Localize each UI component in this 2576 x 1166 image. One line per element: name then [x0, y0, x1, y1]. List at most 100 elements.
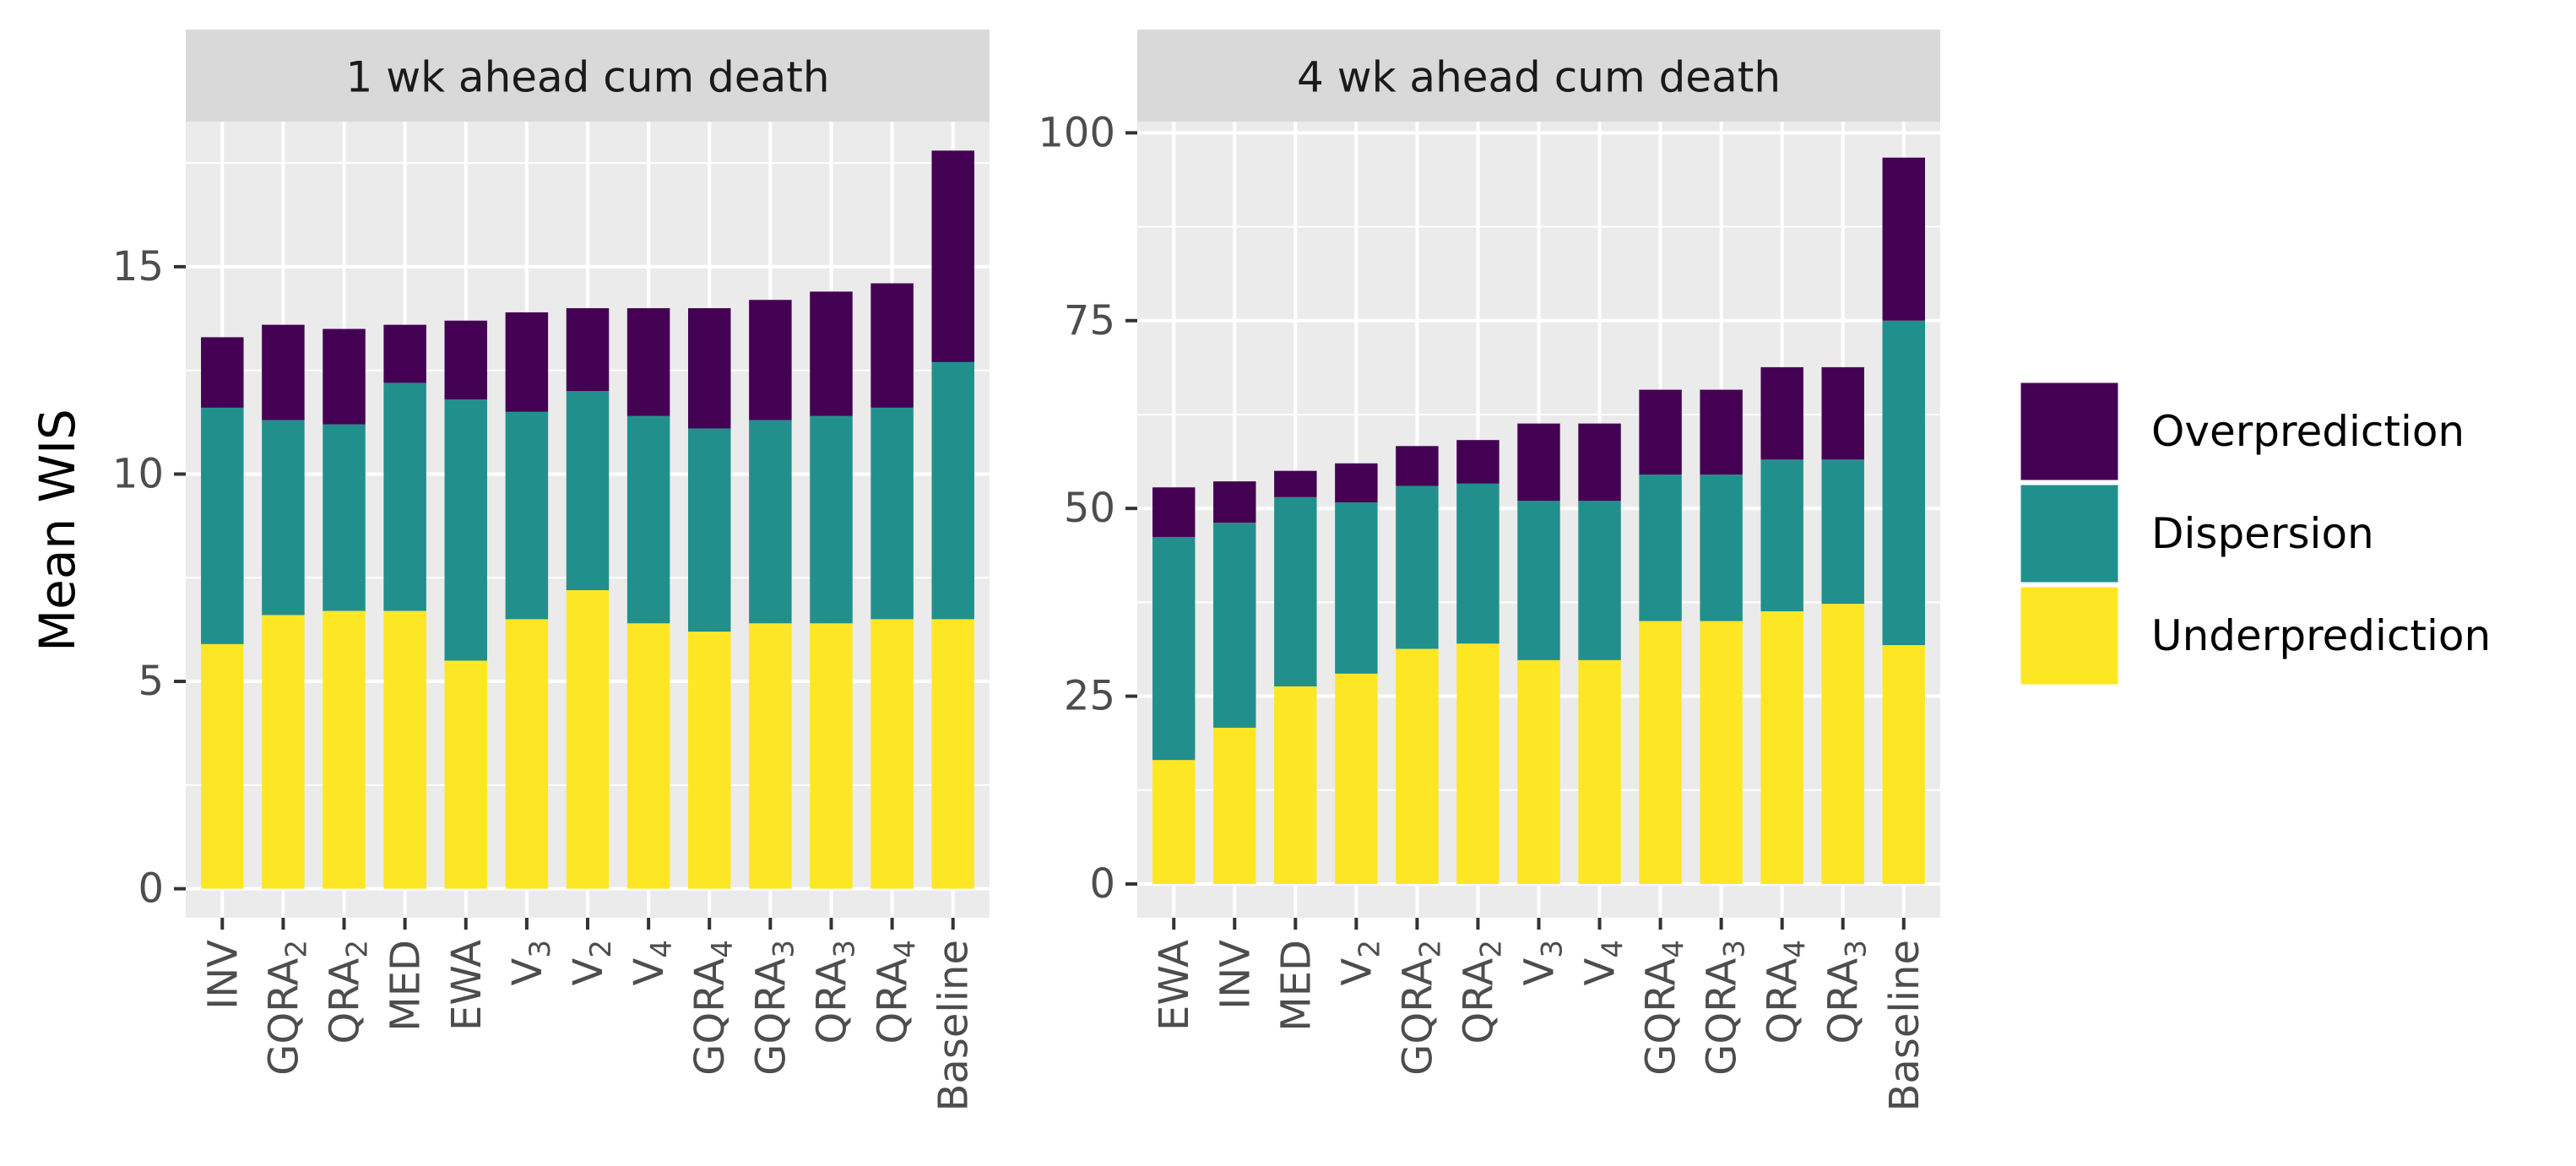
x-tick-label-med: MED: [382, 940, 430, 1032]
bar-gqra4-overprediction: [1639, 389, 1682, 475]
bar-gqra3-overprediction: [749, 300, 792, 420]
x-tick-label-base: GQRA: [1394, 957, 1441, 1075]
bar-gqra3-underprediction: [1700, 621, 1743, 884]
y-axis-title: Mean WIS: [29, 409, 86, 652]
facet-strip: [186, 30, 990, 122]
x-tick-label-qra3: QRA3: [1820, 940, 1874, 1044]
x-tick-label-base: EWA: [1151, 940, 1198, 1031]
legend-label-under: Underprediction: [2151, 611, 2491, 660]
x-tick-label-subscript: 3: [767, 940, 800, 958]
y-tick-label: 100: [1038, 109, 1115, 156]
y-tick-label: 10: [112, 450, 164, 497]
bar-gqra3-underprediction: [749, 623, 792, 889]
bar-baseline-underprediction: [931, 619, 974, 889]
legend-label-disp: Dispersion: [2151, 509, 2374, 558]
bar-v2-underprediction: [566, 589, 610, 889]
facet-title: 4 wk ahead cum death: [1297, 53, 1781, 102]
x-tick-label-subscript: 4: [889, 940, 923, 958]
bar-qra3-dispersion: [1821, 459, 1864, 605]
x-tick-label-inv: INV: [1212, 940, 1259, 1010]
y-tick-label: 0: [1089, 860, 1115, 908]
bar-qra3-dispersion: [810, 415, 853, 624]
bar-inv-dispersion: [1213, 523, 1256, 728]
x-tick-label-subscript: 2: [1353, 940, 1386, 958]
y-tick-label: 5: [138, 658, 164, 705]
bar-qra3-overprediction: [1821, 366, 1864, 460]
bar-baseline-dispersion: [1882, 320, 1925, 646]
bar-qra4-dispersion: [870, 407, 914, 620]
bar-baseline-overprediction: [931, 150, 974, 362]
x-tick-label-base: MED: [1272, 940, 1320, 1032]
x-tick-label-v3: V3: [504, 940, 557, 985]
bar-med-overprediction: [383, 324, 426, 383]
bar-v4-overprediction: [1578, 423, 1621, 502]
x-tick-label-subscript: 3: [1718, 940, 1752, 958]
x-tick-label-subscript: 3: [1536, 940, 1570, 958]
bar-v2-overprediction: [1335, 463, 1378, 503]
bar-gqra4-underprediction: [1639, 621, 1682, 884]
x-tick-label-base: GQRA: [1699, 957, 1746, 1075]
bar-gqra3-dispersion: [749, 420, 792, 624]
x-tick-label-subscript: 4: [1657, 940, 1691, 958]
bar-ewa-underprediction: [1152, 760, 1196, 884]
bar-v3-overprediction: [505, 312, 549, 412]
bar-v4-underprediction: [626, 623, 670, 889]
bar-qra2-overprediction: [323, 328, 366, 425]
bar-qra2-overprediction: [1456, 440, 1500, 484]
bar-qra4-underprediction: [1760, 611, 1803, 884]
x-tick-label-base: V: [1516, 957, 1564, 985]
bar-inv-underprediction: [201, 643, 244, 889]
bar-gqra2-overprediction: [1396, 446, 1439, 486]
x-tick-label-base: GQRA: [1638, 957, 1685, 1075]
x-tick-label-gqra2: GQRA2: [1394, 940, 1447, 1076]
x-tick-label-base: MED: [382, 940, 430, 1032]
bar-v4-underprediction: [1578, 659, 1621, 884]
bar-v3-underprediction: [1517, 659, 1560, 884]
bar-v2-dispersion: [1335, 502, 1378, 674]
bar-qra4-underprediction: [870, 619, 914, 889]
bar-ewa-overprediction: [1152, 487, 1196, 537]
bar-ewa-dispersion: [444, 399, 487, 661]
bar-v4-overprediction: [626, 308, 670, 416]
x-tick-label-v4: V4: [1577, 940, 1630, 985]
bar-baseline-overprediction: [1882, 157, 1925, 321]
x-tick-label-qra4: QRA4: [870, 940, 923, 1044]
x-tick-label-subscript: 4: [1779, 940, 1813, 958]
bar-med-overprediction: [1274, 470, 1317, 497]
x-tick-label-subscript: 4: [1597, 940, 1630, 958]
x-tick-label-gqra2: GQRA2: [260, 940, 313, 1076]
bar-qra4-overprediction: [870, 283, 914, 408]
bar-gqra2-underprediction: [1396, 648, 1439, 884]
x-tick-label-base: Baseline: [1881, 940, 1928, 1112]
bar-ewa-dispersion: [1152, 536, 1196, 761]
x-tick-label-qra2: QRA2: [322, 940, 375, 1044]
x-tick-label-base: GQRA: [260, 957, 307, 1075]
bar-inv-overprediction: [201, 337, 244, 408]
x-tick-label-subscript: 3: [523, 940, 557, 958]
x-tick-label-base: V: [1333, 957, 1380, 985]
x-tick-label-subscript: 4: [645, 940, 679, 958]
bar-gqra4-overprediction: [688, 308, 731, 429]
x-tick-label-base: V: [504, 957, 551, 985]
y-tick-label: 75: [1064, 297, 1115, 344]
bar-gqra3-dispersion: [1700, 475, 1743, 621]
x-tick-label-qra2: QRA2: [1455, 940, 1508, 1044]
facet-title: 1 wk ahead cum death: [345, 53, 829, 102]
legend-key-under: [2018, 584, 2121, 687]
bar-med-underprediction: [1274, 686, 1317, 884]
bar-qra2-dispersion: [1456, 483, 1500, 644]
x-tick-label-gqra4: GQRA4: [1638, 940, 1691, 1076]
x-tick-label-baseline: Baseline: [930, 940, 978, 1112]
bar-v3-dispersion: [1517, 501, 1560, 660]
bar-v4-dispersion: [626, 415, 670, 624]
x-tick-label-v3: V3: [1516, 940, 1570, 985]
bar-v3-overprediction: [1517, 423, 1560, 502]
x-tick-label-base: QRA: [1455, 957, 1502, 1044]
bar-v2-underprediction: [1335, 673, 1378, 884]
y-tick-label: 0: [138, 865, 164, 913]
bar-qra2-underprediction: [323, 610, 366, 889]
bar-gqra2-dispersion: [1396, 485, 1439, 649]
bar-qra3-underprediction: [810, 623, 853, 889]
